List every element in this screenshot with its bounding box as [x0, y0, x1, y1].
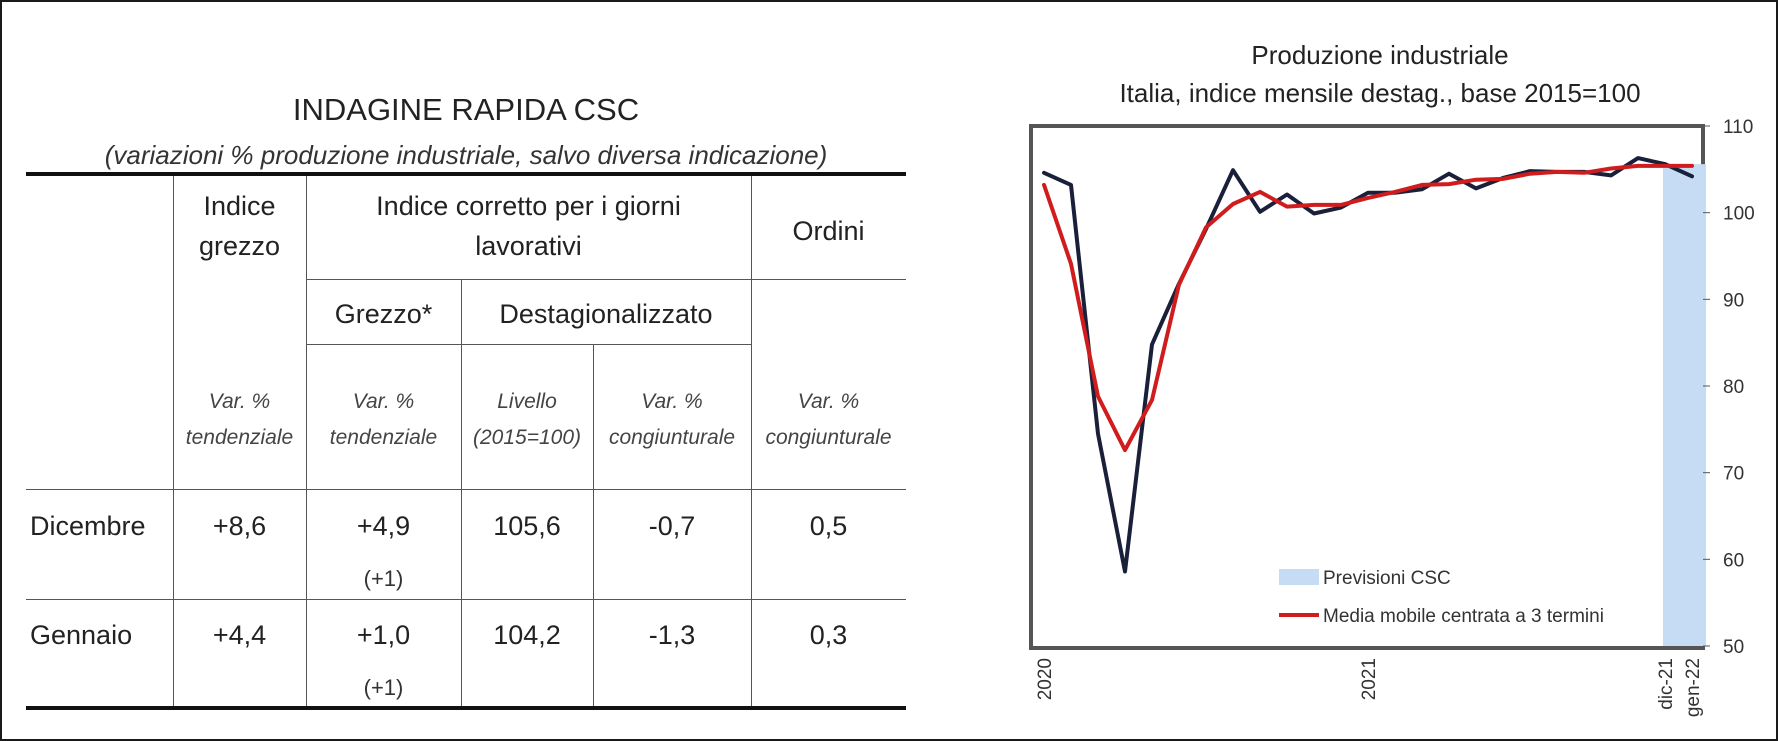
x-tick-label: 2021 [1359, 658, 1380, 700]
unit-text: Var. % [352, 390, 415, 413]
unit-col1: Var. % tendenziale [173, 384, 306, 456]
unit-text: congiunturale [608, 426, 736, 449]
series-line-index [1042, 156, 1694, 574]
legend-label-moving-average: Media mobile centrata a 3 termini [1323, 606, 1604, 627]
cell-dic-corr-note: (+1) [363, 566, 404, 591]
unit-col2: Var. % tendenziale [306, 384, 461, 456]
cell-gen-corr-grezzo: +1,0 [356, 620, 411, 650]
unit-text: Var. % [641, 390, 703, 413]
cell-dic-grezzo: +8,6 [212, 511, 267, 541]
x-tick-label: gen-22 [1683, 658, 1704, 717]
row-divider [26, 489, 906, 490]
row-label-dicembre: Dicembre [30, 511, 146, 541]
table-top-rule [26, 172, 906, 176]
x-tick-label: 2020 [1035, 658, 1056, 700]
x-tick-label: dic-21 [1656, 658, 1677, 710]
legend-label-forecast: Previsioni CSC [1323, 568, 1451, 589]
chart-subtitle: Italia, indice mensile destag., base 201… [1119, 78, 1641, 108]
y-tick-label: 90 [1723, 290, 1744, 311]
header-ordini: Ordini [792, 216, 865, 246]
unit-text: tendenziale [185, 426, 294, 449]
cell-dic-var-cong: -0,7 [648, 511, 696, 541]
unit-text: congiunturale [765, 426, 892, 449]
cell-gen-livello: 104,2 [493, 620, 561, 650]
header-indice-grezzo: Indice grezzo [173, 186, 306, 266]
header-text: Indice [203, 191, 276, 221]
row-label-gennaio: Gennaio [30, 620, 133, 650]
unit-text: (2015=100) [472, 426, 581, 449]
table-title: INDAGINE RAPIDA CSC [292, 92, 640, 127]
cell-dic-ordini: 0,5 [809, 511, 848, 541]
row-divider [306, 279, 906, 280]
unit-text: Var. % [208, 390, 271, 413]
header-grezzo-star: Grezzo* [334, 299, 433, 329]
col-divider [173, 176, 174, 706]
header-destagionalizzato: Destagionalizzato [499, 299, 713, 329]
forecast-band [1663, 164, 1706, 646]
y-tick-label: 70 [1723, 464, 1744, 485]
row-divider [26, 599, 906, 600]
col-divider [593, 344, 594, 706]
header-indice-corretto: Indice corretto per i giorni lavorativi [306, 186, 751, 266]
cell-gen-var-cong: -1,3 [648, 620, 696, 650]
col-divider [461, 280, 462, 706]
table-subtitle: (variazioni % produzione industriale, sa… [104, 140, 828, 170]
col-divider [751, 176, 752, 706]
y-tick-label: 60 [1723, 550, 1744, 571]
cell-gen-corr-note: (+1) [363, 675, 404, 700]
unit-col3: Livello (2015=100) [461, 384, 593, 456]
cell-gen-grezzo: +4,4 [212, 620, 267, 650]
y-tick-label: 110 [1723, 117, 1753, 138]
unit-text: tendenziale [329, 426, 438, 449]
series-line-moving-average [1042, 163, 1694, 453]
table-bottom-rule [26, 706, 906, 710]
unit-col5: Var. % congiunturale [751, 384, 906, 456]
unit-text: Livello [497, 390, 557, 413]
header-text: Indice corretto per i giorni [376, 191, 681, 221]
cell-dic-livello: 105,6 [493, 511, 561, 541]
y-tick-label: 50 [1723, 637, 1744, 658]
header-text: lavorativi [475, 231, 582, 261]
cell-gen-ordini: 0,3 [809, 620, 848, 650]
col-divider [306, 176, 307, 706]
header-text: grezzo [198, 231, 281, 261]
cell-dic-corr-grezzo: +4,9 [356, 511, 411, 541]
unit-col4: Var. % congiunturale [593, 384, 751, 456]
y-tick-label: 80 [1723, 377, 1744, 398]
unit-text: Var. % [797, 390, 860, 413]
row-divider [306, 344, 751, 345]
chart-title: Produzione industriale [1251, 40, 1509, 70]
y-tick-label: 100 [1723, 204, 1755, 225]
legend-swatch-forecast [1279, 569, 1319, 585]
